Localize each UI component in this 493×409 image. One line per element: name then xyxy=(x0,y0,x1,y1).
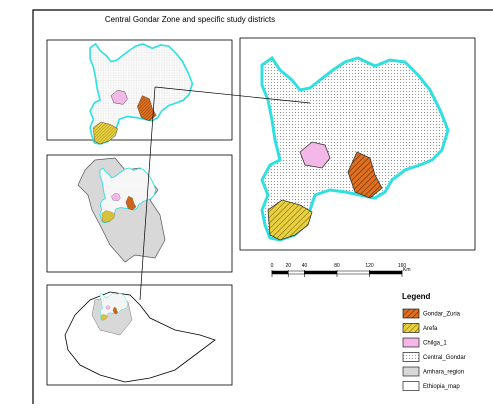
legend-swatch xyxy=(402,323,420,333)
scale-label: 80 xyxy=(334,263,340,269)
legend-swatch xyxy=(402,381,420,391)
legend-label: Amhara_region xyxy=(423,370,464,376)
scale-label: 120 xyxy=(365,263,374,269)
connector xyxy=(154,86,311,104)
scale-segment xyxy=(336,270,370,275)
legend-label: Arefa xyxy=(423,326,438,332)
scale-segment xyxy=(271,270,289,275)
legend-label: Ethiopia_map xyxy=(423,384,460,390)
legend-label: Chilga_1 xyxy=(423,341,447,347)
scale-label: 20 xyxy=(285,263,291,269)
legend-label: Gondar_Zuria xyxy=(423,312,461,318)
connector xyxy=(139,86,156,301)
legend-title: Legend xyxy=(402,292,431,301)
scale-segment xyxy=(304,270,338,275)
scale-label: 0 xyxy=(271,263,274,269)
scale-label: 160 xyxy=(398,263,407,269)
legend: Legend Gondar_Zuria Arefa Chilga_1 Central_… xyxy=(402,292,466,391)
scale-segment xyxy=(369,270,403,275)
legend-swatch xyxy=(402,352,420,362)
outer-frame xyxy=(32,9,493,404)
legend-swatch xyxy=(402,308,420,319)
legend-swatch xyxy=(402,366,420,377)
scale-unit: Km xyxy=(403,267,411,273)
scale-label: 40 xyxy=(302,263,308,269)
scale-segment xyxy=(288,270,305,275)
legend-swatch xyxy=(402,337,420,348)
map-title: Central Gondar Zone and specific study d… xyxy=(105,15,275,24)
legend-label: Central_Gondar xyxy=(423,355,466,361)
